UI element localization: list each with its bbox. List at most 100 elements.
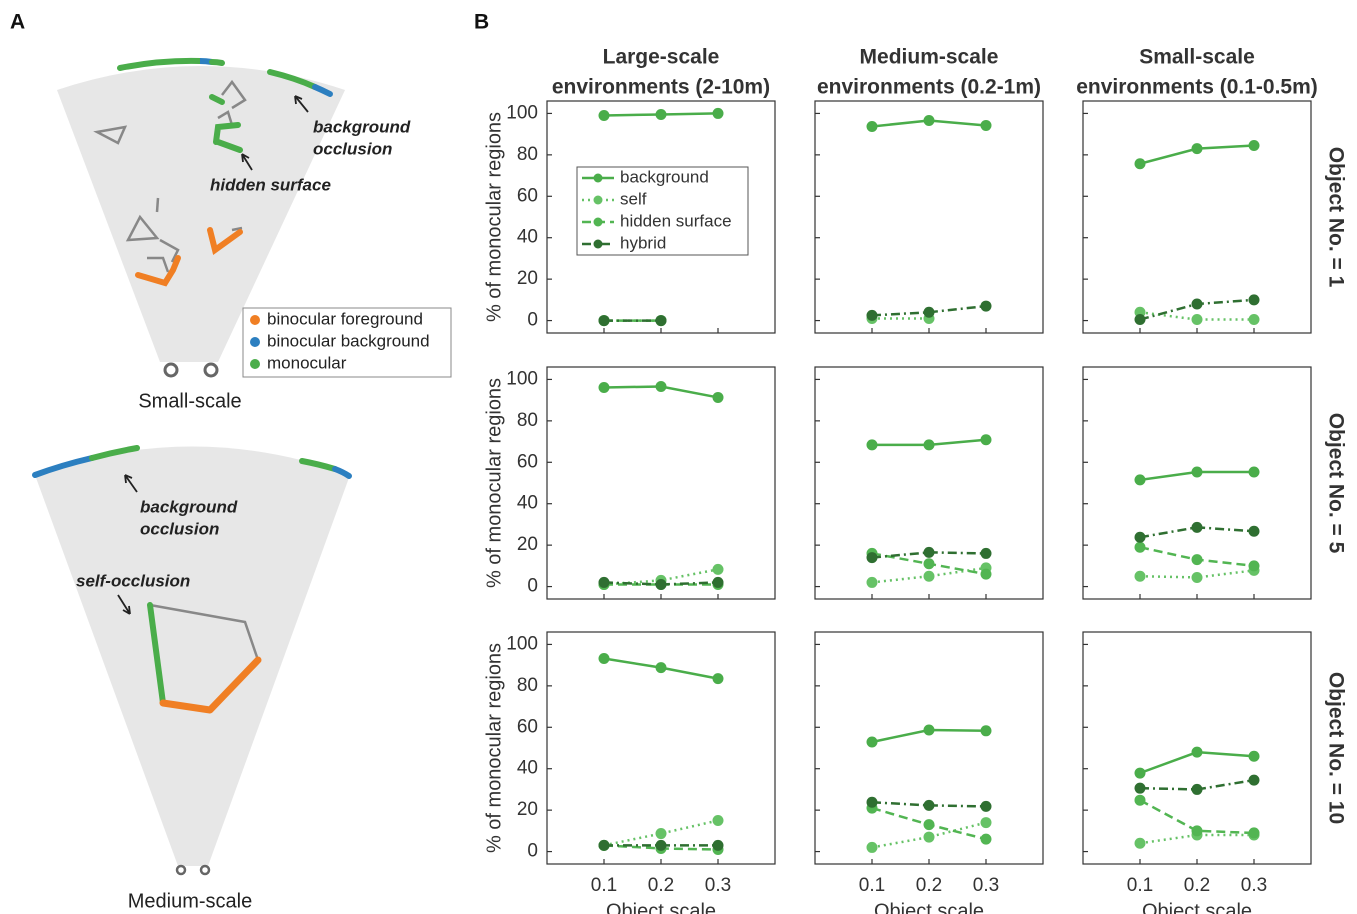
medium-scale-diagram: background occlusion self-occlusion Medi… [32,445,352,912]
y-tick-label: 100 [506,368,538,389]
legend-marker [593,173,603,183]
arrow [294,95,309,113]
data-point [598,315,610,327]
data-point [923,114,935,126]
arc [267,69,318,90]
data-point [1191,571,1203,583]
diagram-label: Small-scale [138,390,241,412]
data-point [866,576,878,588]
chart-title: Large-scale [603,46,720,69]
chart-title: Medium-scale [860,46,999,69]
data-point [655,108,667,120]
data-point [1248,294,1260,306]
legend-box [576,166,749,256]
legend: binocular foreground binocular backgroun… [242,307,452,378]
diagram-label: Medium-scale [128,890,252,912]
data-point [923,570,935,582]
data-point [1134,782,1146,794]
annotation: self-occlusion [76,571,190,590]
data-point [598,110,610,121]
x-tick-label: 0.3 [705,875,731,896]
eye [199,864,211,876]
data-point [598,653,610,665]
data-point [980,119,992,131]
y-tick-label: 20 [517,268,538,289]
row-label: Object No. = 10 [1324,672,1347,824]
data-point [866,552,878,564]
data-point [712,815,724,826]
data-point [655,380,667,392]
data-point [980,725,992,737]
arc [117,57,203,71]
data-point [1191,314,1203,326]
y-tick-label: 100 [506,102,538,123]
data-point [655,579,667,590]
row-label: Object No. = 5 [1324,413,1347,554]
y-tick-label: 60 [517,716,538,737]
data-point [712,107,724,119]
annotation: hidden surface [210,175,331,194]
x-tick-label: 0.3 [973,875,999,896]
data-point [1248,774,1260,786]
data-point [712,839,724,851]
y-tick-label: 20 [517,534,538,555]
data-point [980,800,992,812]
data-point [923,546,935,558]
data-point [1134,837,1146,849]
arc [89,445,140,461]
data-point [980,300,992,312]
series-line [871,566,987,584]
small-scale-diagram: background occlusion hidden surface Smal… [57,57,411,412]
y-axis-label: % of monocular regions [483,378,505,588]
y-tick-label: 80 [517,675,538,696]
plot-frame [1082,100,1312,334]
x-tick-label: 0.2 [648,875,674,896]
arc [332,466,352,479]
arc [32,455,95,478]
annotation: occlusion [313,139,392,158]
data-point [923,439,935,451]
x-tick-label: 0.1 [1127,875,1153,896]
data-point [923,799,935,811]
object-edge [213,122,243,153]
object [149,603,260,661]
data-point [1134,314,1146,326]
series-line [1139,833,1254,845]
data-point [1248,314,1260,326]
y-tick-label: 40 [517,227,538,248]
data-point [1191,825,1203,837]
data-point [1134,570,1146,582]
data-point [1191,554,1203,566]
data-point [980,568,992,580]
eye [163,362,179,378]
annotation: occlusion [140,519,219,538]
panel-label: A [10,11,25,34]
y-tick-label: 0 [527,310,538,331]
data-point [712,563,724,575]
legend-label: binocular foreground [267,309,423,328]
chart-title: environments (0.1-0.5m) [1076,76,1318,99]
data-point [866,120,878,132]
data-point [1191,466,1203,478]
arc [312,84,333,97]
legend-marker [250,315,260,325]
legend-marker [593,217,603,227]
x-axis-label: Object scale [1142,900,1252,914]
legend-marker [593,195,603,205]
y-tick-label: 100 [506,633,538,654]
y-tick-label: 20 [517,799,538,820]
legend-box [242,307,452,378]
data-point [1191,521,1203,533]
field-of-view [35,446,350,866]
data-point [866,736,878,748]
data-point [1248,140,1260,152]
data-point [1134,158,1146,170]
x-tick-label: 0.3 [1241,875,1267,896]
data-point [980,817,992,829]
y-tick-label: 60 [517,185,538,206]
plot-frame [814,100,1044,334]
data-point [866,796,878,808]
field-of-view [57,66,345,362]
annotation: background [313,117,411,136]
data-point [655,828,667,840]
